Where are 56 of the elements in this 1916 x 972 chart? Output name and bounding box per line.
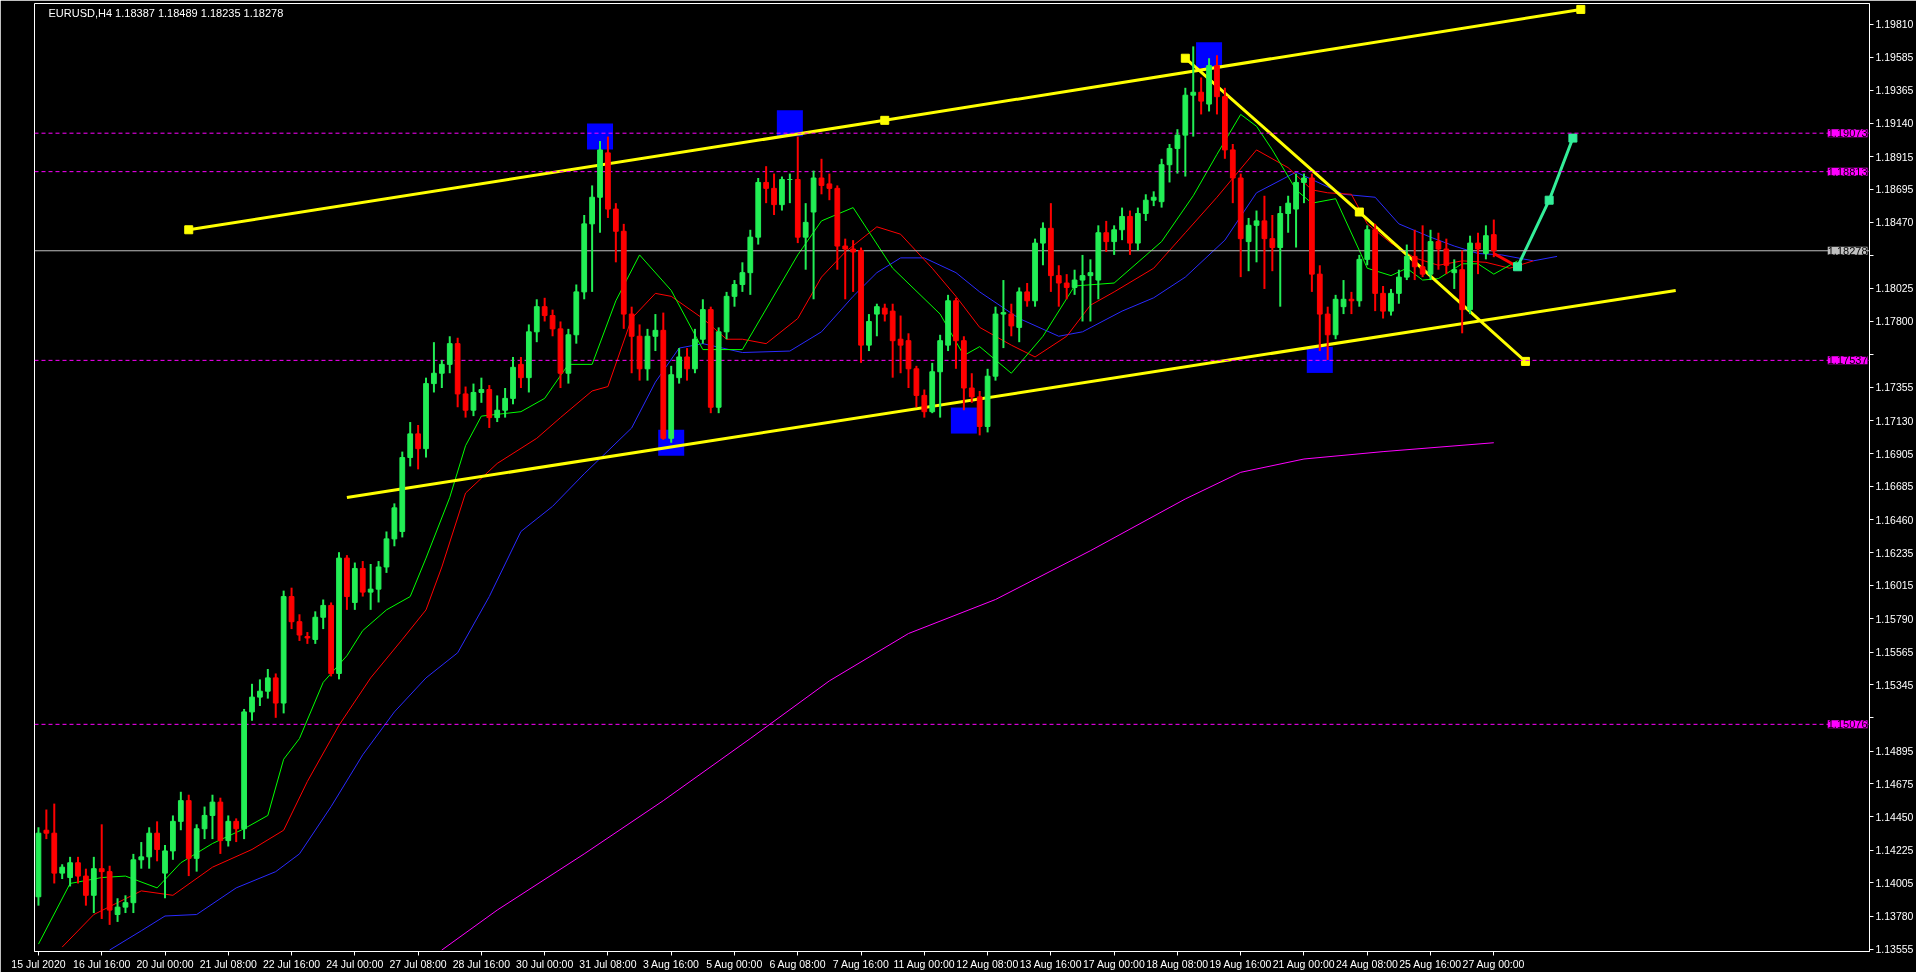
y-tick-label: 1.16015 [1875,579,1914,592]
x-tick-label: 18 Aug 08:00 [1146,957,1209,970]
x-tick-label: 7 Aug 16:00 [832,957,889,970]
x-tick-label: 21 Jul 08:00 [199,957,258,970]
ref-line-label: 1.18278 [1827,244,1868,257]
x-tick-label: 11 Aug 00:00 [893,957,955,970]
y-tick-label: 1.19585 [1875,51,1914,64]
x-tick-label: 21 Aug 00:00 [1272,957,1335,970]
x-tick-label: 13 Aug 16:00 [1019,957,1082,970]
y-tick-label: 1.13780 [1875,910,1914,923]
x-tick-label: 30 Jul 00:00 [516,957,574,970]
x-tick-label: 27 Aug 00:00 [1462,957,1525,970]
y-tick-label: 1.14225 [1875,844,1914,857]
chart-title: EURUSD,H4 1.18387 1.18489 1.18235 1.18278 [48,6,284,19]
ref-line-label: 1.15076 [1827,718,1868,731]
y-tick-label: 1.15565 [1875,646,1914,659]
x-tick-label: 15 Jul 2020 [11,957,66,970]
y-tick-label: 1.17355 [1875,381,1914,394]
ref-line-label: 1.19073 [1827,127,1868,140]
x-tick-label: 5 Aug 00:00 [706,957,763,970]
x-tick-label: 17 Aug 00:00 [1082,957,1145,970]
y-tick-label: 1.14895 [1875,745,1914,758]
x-tick-label: 16 Jul 16:00 [73,957,131,970]
ref-line-label: 1.17537 [1827,354,1868,367]
y-tick-label: 1.15345 [1875,678,1914,691]
y-tick-label: 1.16905 [1875,447,1914,460]
y-tick-label: 1.19810 [1875,18,1914,31]
y-tick-label: 1.16685 [1875,480,1914,493]
y-tick-label: 1.17800 [1875,315,1914,328]
x-tick-label: 19 Aug 16:00 [1209,957,1272,970]
ref-line-label: 1.18813 [1827,165,1868,178]
y-tick-label: 1.19365 [1875,84,1914,97]
y-tick-label: 1.17130 [1875,414,1914,427]
y-tick-label: 1.19140 [1875,117,1914,130]
x-tick-label: 20 Jul 00:00 [136,957,194,970]
y-tick-label: 1.16460 [1875,513,1914,526]
y-tick-label: 1.16235 [1875,546,1914,559]
x-tick-label: 25 Aug 16:00 [1399,957,1462,970]
y-tick-label: 1.14675 [1875,777,1914,790]
y-tick-label: 1.14005 [1875,876,1914,889]
x-tick-label: 28 Jul 16:00 [452,957,511,970]
y-tick-label: 1.15790 [1875,612,1914,625]
y-tick-label: 1.18025 [1875,282,1914,295]
y-tick-label: 1.14450 [1875,810,1914,823]
x-tick-label: 12 Aug 08:00 [956,957,1019,970]
y-tick-label: 1.18915 [1875,150,1914,163]
x-tick-label: 3 Aug 16:00 [642,957,700,970]
x-tick-label: 6 Aug 08:00 [769,957,826,970]
y-tick-label: 1.18470 [1875,216,1914,229]
x-tick-label: 27 Jul 08:00 [389,957,447,970]
y-tick-label: 1.18695 [1875,183,1914,196]
x-tick-label: 22 Jul 16:00 [262,957,321,970]
x-tick-label: 24 Jul 00:00 [326,957,384,970]
x-tick-label: 24 Aug 08:00 [1336,957,1399,970]
y-tick-label: 1.13555 [1875,943,1914,956]
x-tick-label: 31 Jul 08:00 [579,957,637,970]
